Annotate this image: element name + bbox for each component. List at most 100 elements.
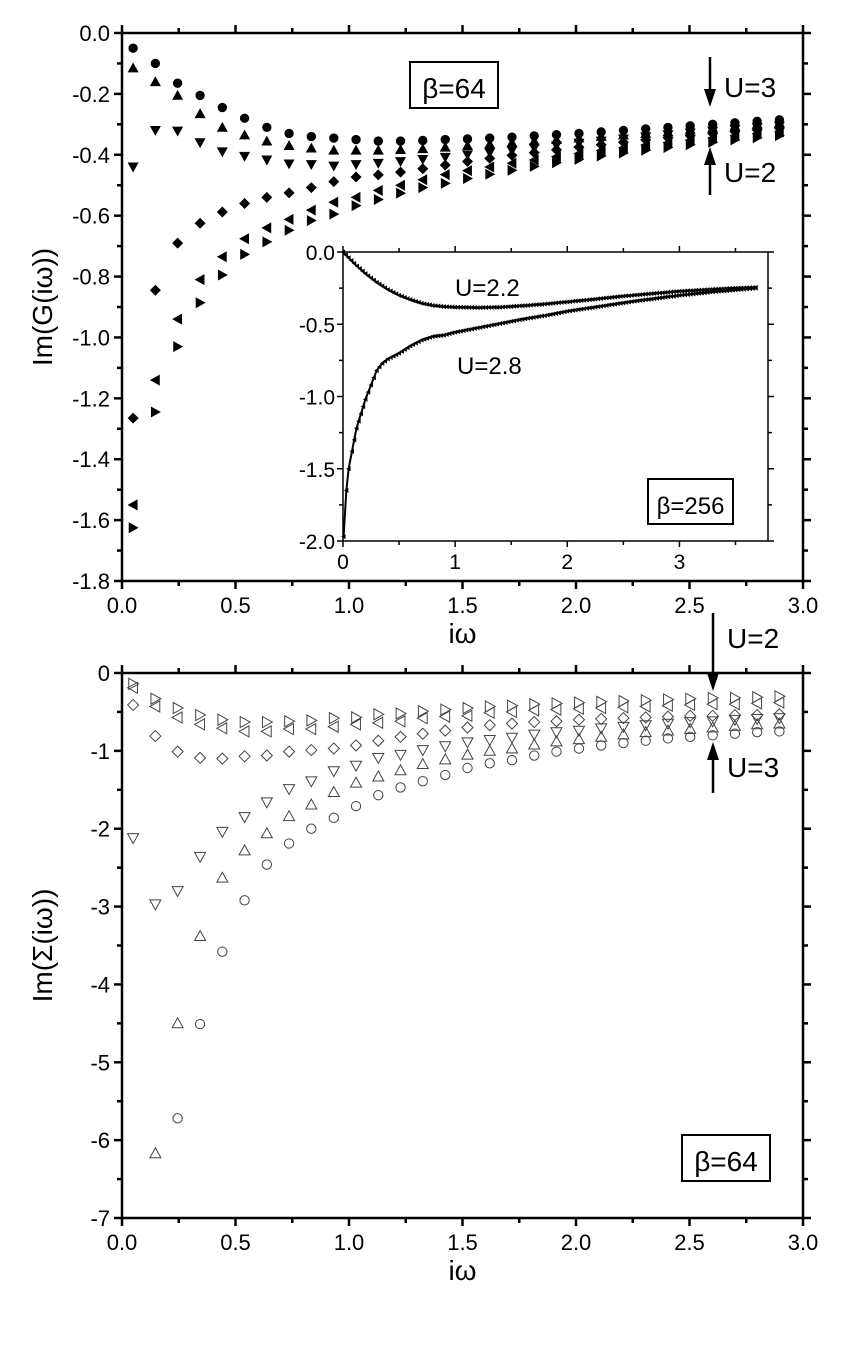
x-tick-label: 2.0	[561, 1230, 592, 1255]
beta-label: β=64	[694, 1146, 758, 1177]
inset-point-U=2.8	[660, 295, 665, 301]
inset-point-U=2.8	[522, 316, 528, 322]
data-point-open-triangle-right	[328, 711, 341, 725]
inset-point-U=2.8	[637, 297, 643, 303]
data-point-open-diamond	[394, 730, 407, 744]
inset-point-U=2.8	[685, 291, 690, 297]
data-point-filled-triangle-right	[195, 297, 206, 309]
inset-point-U=2.8	[702, 290, 707, 296]
inset-point-U=2.2	[421, 301, 427, 307]
data-point-filled-triangle-left	[573, 148, 584, 160]
inset-point-U=2.8	[724, 288, 730, 294]
data-point-open-diamond	[661, 710, 675, 723]
data-point-open-diamond	[416, 727, 429, 740]
series-open-triangle-up	[149, 717, 786, 1159]
inset-point-U=2.2	[458, 304, 463, 310]
inset-point-U=2.2	[533, 302, 539, 308]
data-point-open-triangle-up	[394, 763, 407, 776]
data-point-open-circle	[662, 733, 674, 744]
y-tick-label: -2	[90, 817, 110, 842]
data-point-open-triangle-down	[416, 745, 430, 757]
inset-point-U=2.2	[522, 303, 528, 309]
inset-point-U=2.2	[556, 300, 561, 306]
data-point-open-triangle-right	[351, 711, 363, 724]
data-point-open-triangle-up	[483, 744, 497, 756]
data-point-filled-triangle-up	[216, 121, 228, 132]
inset-point-U=2.2	[491, 304, 497, 310]
data-point-filled-triangle-up	[528, 135, 540, 146]
inset-point-U=2.8	[646, 296, 651, 302]
data-point-filled-diamond	[439, 159, 451, 171]
data-point-filled-triangle-right	[596, 150, 607, 162]
inset-point-U=2.2	[427, 302, 432, 308]
data-point-open-triangle-up	[639, 725, 653, 738]
data-point-filled-circle	[128, 43, 138, 53]
inset-point-U=2.2	[536, 301, 542, 307]
x-tick-label: 3.0	[788, 1230, 819, 1255]
data-point-open-triangle-left	[483, 706, 495, 720]
data-point-open-triangle-up	[773, 717, 786, 729]
inset-point-U=2.2	[466, 304, 472, 310]
x-tick-label: 2.0	[561, 593, 592, 618]
inset-point-U=2.8	[531, 314, 536, 320]
data-point-open-circle	[172, 1113, 183, 1124]
data-point-filled-circle	[329, 133, 339, 143]
inset-point-U=2.2	[623, 293, 629, 299]
inset-point-U=2.8	[693, 291, 699, 297]
y-tick-label: -1.6	[72, 508, 110, 533]
data-point-filled-triangle-down	[350, 160, 362, 171]
data-point-open-triangle-right	[172, 701, 185, 715]
data-point-open-triangle-left	[193, 718, 205, 731]
data-point-filled-triangle-right	[752, 132, 763, 144]
inset-point-U=2.2	[578, 297, 584, 303]
data-point-open-triangle-up	[527, 738, 541, 750]
data-point-open-triangle-down	[304, 776, 318, 788]
data-point-open-triangle-down	[572, 725, 586, 738]
inset-point-U=2.8	[643, 297, 648, 303]
data-point-filled-triangle-left	[439, 169, 450, 181]
data-point-open-triangle-left	[438, 710, 451, 723]
inset-point-U=2.8	[508, 318, 514, 324]
inset-point-U=2.8	[402, 347, 407, 353]
data-point-filled-diamond	[305, 182, 317, 194]
inset-point-U=2.8	[730, 287, 735, 293]
inset-point-U=2.8	[654, 295, 659, 301]
inset-point-U=2.8	[657, 295, 662, 301]
inset-point-U=2.8	[710, 289, 716, 295]
data-point-open-triangle-up	[304, 798, 318, 810]
data-point-filled-diamond	[194, 217, 206, 229]
inset-point-U=2.8	[505, 319, 511, 325]
data-point-open-triangle-down	[617, 721, 630, 734]
data-point-filled-triangle-up	[149, 76, 161, 87]
x-tick-label: 1	[449, 551, 461, 574]
data-point-filled-triangle-right	[774, 130, 785, 142]
inset-point-U=2.2	[651, 290, 657, 296]
data-point-open-triangle-left	[393, 714, 406, 728]
data-point-open-circle	[462, 762, 473, 774]
data-point-filled-triangle-down	[261, 155, 273, 166]
y-tick-label: -1.4	[72, 447, 110, 472]
inset-point-U=2.8	[358, 411, 363, 417]
inset-point-U=2.8	[503, 319, 508, 325]
data-point-filled-triangle-left	[417, 174, 428, 186]
inset-point-U=2.8	[461, 328, 466, 334]
inset-point-U=2.8	[648, 296, 654, 302]
inset-point-U=2.2	[693, 287, 699, 293]
data-point-open-diamond	[238, 750, 251, 763]
data-point-filled-diamond	[127, 412, 139, 424]
inset-point-U=2.8	[601, 303, 606, 309]
inset-point-U=2.8	[741, 286, 747, 292]
data-point-open-triangle-left	[706, 697, 718, 711]
inset-point-U=2.8	[536, 313, 542, 319]
inset-point-U=2.2	[662, 289, 668, 295]
inset-point-U=2.2	[618, 293, 623, 299]
y-axis-title: Im(Σ(iω))	[27, 889, 58, 1003]
inset-point-U=2.8	[561, 309, 567, 315]
inset-point-U=2.8	[615, 301, 620, 307]
data-point-filled-diamond	[461, 155, 473, 167]
data-point-open-triangle-left	[772, 696, 785, 709]
inset-point-U=2.8	[511, 318, 517, 324]
inset-point-U=2.2	[567, 299, 573, 305]
inset-point-U=2.8	[738, 286, 744, 292]
data-point-open-diamond	[550, 715, 563, 728]
